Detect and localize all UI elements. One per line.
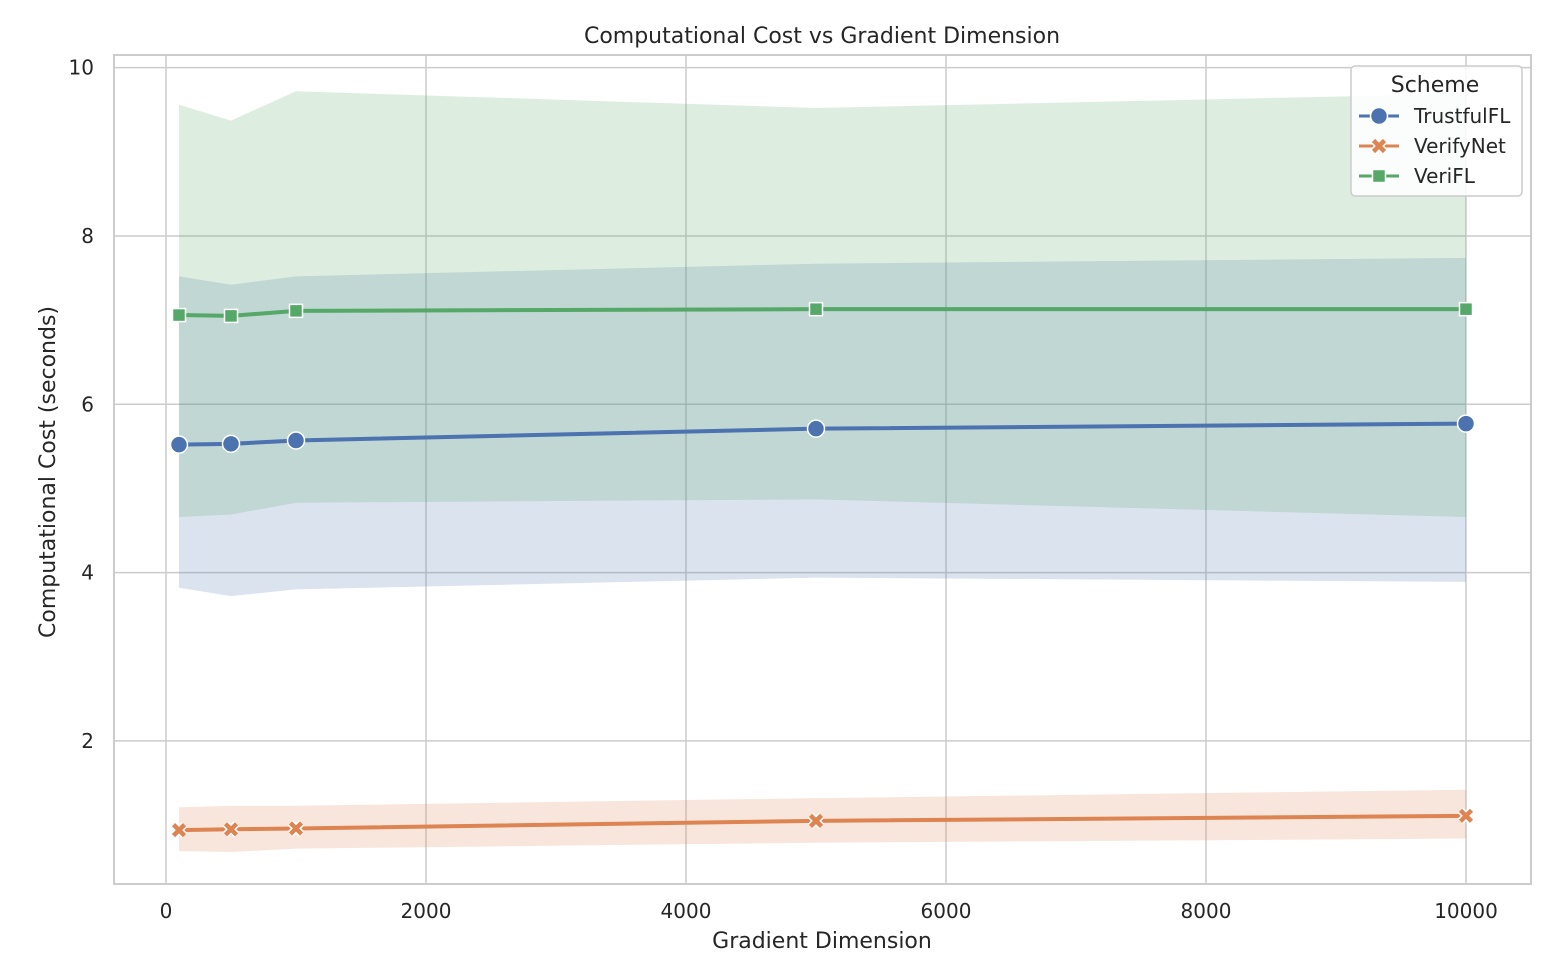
series-markers [169, 301, 1476, 839]
x-tick-label: 2000 [401, 899, 452, 923]
x-tick-label: 6000 [921, 899, 972, 923]
data-point-verifl [288, 303, 304, 319]
data-point-verifl [223, 308, 239, 324]
legend-box [1350, 65, 1523, 197]
x-tick-label: 10000 [1434, 899, 1498, 923]
chart-title: Computational Cost vs Gradient Dimension [584, 24, 1060, 49]
x-axis-label: Gradient Dimension [712, 929, 932, 954]
grid [114, 55, 1531, 884]
y-tick-label: 2 [81, 729, 94, 753]
data-point-trustfulfl [806, 419, 826, 438]
legend-item-verifl[interactable]: VeriFL [1359, 164, 1476, 188]
y-tick-label: 8 [81, 224, 94, 248]
plot-frame [113, 54, 1532, 885]
y-tick-label: 4 [81, 561, 94, 585]
x-tick-label: 4000 [661, 899, 712, 923]
data-point-verifynet [222, 821, 240, 838]
y-tick-label: 10 [69, 56, 94, 80]
legend-marker-verifynet [1370, 137, 1388, 155]
legend-label-verifl: VeriFL [1414, 164, 1476, 188]
data-point-trustfulfl [1456, 414, 1476, 433]
axis-ticks: 0 2000 4000 6000 8000 10000 2 4 6 8 10 [69, 56, 1498, 923]
data-point-trustfulfl [221, 434, 241, 454]
legend-marker-verifl [1371, 168, 1387, 184]
data-point-trustfulfl [169, 435, 189, 454]
legend-label-verifynet: VerifyNet [1414, 134, 1506, 158]
legend-title: Scheme [1391, 73, 1480, 98]
data-point-verifynet [807, 812, 825, 830]
data-point-verifynet [1457, 807, 1475, 824]
x-tick-label: 0 [160, 899, 173, 923]
x-tick-label: 8000 [1181, 899, 1232, 923]
legend-marker-trustfulfl [1369, 106, 1389, 126]
legend-item-trustfulfl[interactable]: TrustfulFL [1359, 104, 1511, 128]
data-point-trustfulfl [286, 431, 306, 450]
legend[interactable]: Scheme TrustfulFL VerifyNet VeriFL [1350, 65, 1523, 197]
data-point-verifl [1458, 301, 1474, 317]
data-point-verifynet [287, 820, 305, 837]
data-point-verifl [808, 301, 824, 317]
legend-item-verifynet[interactable]: VerifyNet [1359, 134, 1506, 158]
y-tick-label: 6 [81, 392, 94, 416]
legend-label-trustfulfl: TrustfulFL [1413, 104, 1511, 128]
data-point-verifynet [170, 821, 188, 839]
legend-items: TrustfulFL VerifyNet VeriFL [1359, 104, 1511, 188]
y-axis-label: Computational Cost (seconds) [36, 306, 61, 638]
data-point-verifl [171, 307, 187, 323]
